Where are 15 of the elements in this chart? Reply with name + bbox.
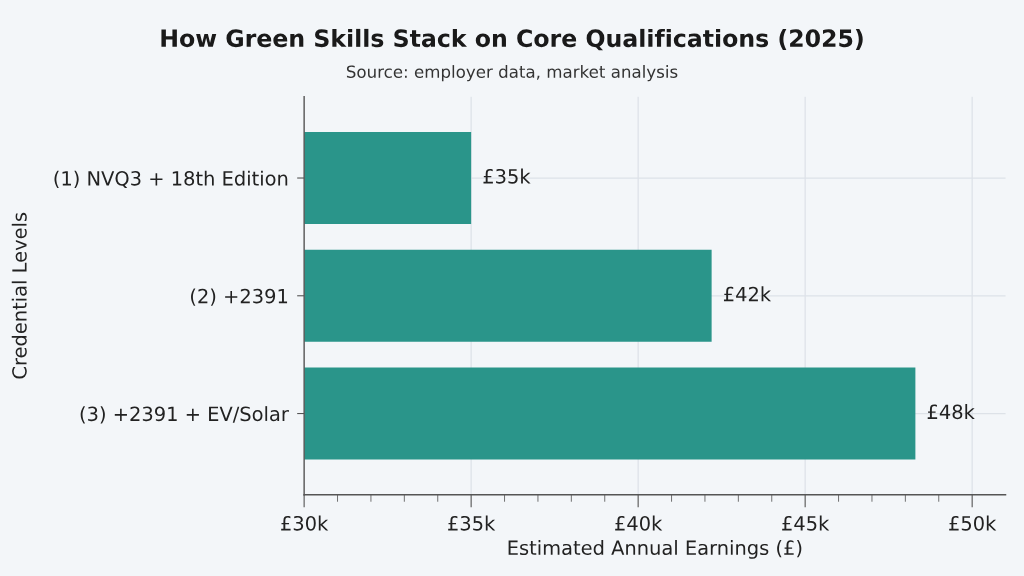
- y-tick-label: (3) +2391 + EV/Solar: [80, 406, 289, 424]
- x-tick-label: £50k: [949, 515, 997, 531]
- chart-title: How Green Skills Stack on Core Qualifications (2025): [161, 28, 863, 51]
- chart-subtitle: Source: employer data, market analysis: [346, 65, 678, 82]
- data-label: £48k: [927, 404, 975, 420]
- data-label: £35k: [483, 168, 531, 184]
- data-label: £42k: [723, 286, 772, 302]
- x-tick-label: £30k: [281, 515, 329, 531]
- x-axis-title: Estimated Annual Earnings (£): [508, 539, 802, 559]
- y-tick-label: (2) +2391: [191, 288, 288, 306]
- y-tick-label: (1) NVQ3 + 18th Edition: [54, 170, 288, 188]
- x-tick-label: £40k: [615, 515, 663, 531]
- x-tick-label: £35k: [448, 515, 496, 531]
- y-axis-title: Credential Levels: [11, 212, 27, 379]
- x-tick-label: £45k: [782, 515, 830, 531]
